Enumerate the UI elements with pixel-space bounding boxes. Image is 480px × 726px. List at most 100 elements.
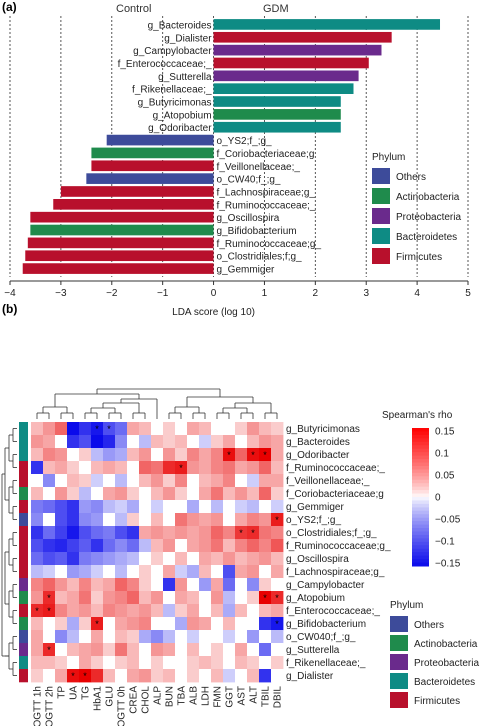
heatmap-cell xyxy=(55,604,68,618)
heatmap-cell xyxy=(79,474,92,488)
lda-bar-chart: g_Bacteroides g_Dialister g_Campylobacterf… xyxy=(4,16,471,318)
heatmap-cell xyxy=(187,578,200,592)
heatmap-row-label: o_Clostridiales;f_;g_ xyxy=(286,528,377,539)
heatmap-cell xyxy=(211,435,224,449)
x-tick-label: 3 xyxy=(363,288,369,299)
heatmap-cell xyxy=(151,487,164,501)
bar-label: f_Enterococcaceae;_ xyxy=(118,59,212,70)
legend-swatch xyxy=(390,692,408,708)
colorbar-tick-label: −0.1 xyxy=(435,537,455,548)
heatmap-column-label: ALT xyxy=(249,686,260,704)
heatmap-cell xyxy=(247,591,260,605)
heatmap-cell xyxy=(31,500,44,514)
phylum-strip-cell xyxy=(19,643,28,657)
heatmap-cell xyxy=(55,656,68,670)
heatmap-row-label: f_Rikenellaceae;_ xyxy=(286,658,366,669)
heatmap-cell xyxy=(247,656,260,670)
heatmap-cell xyxy=(103,617,116,631)
heatmap-cell xyxy=(163,669,176,683)
heatmap-cell xyxy=(259,552,272,566)
heatmap-cell xyxy=(187,500,200,514)
heatmap-cell xyxy=(247,643,260,657)
colorbar-segment xyxy=(412,434,429,439)
colorbar-segment xyxy=(412,500,429,505)
heatmap-cell xyxy=(103,656,116,670)
heatmap-cell xyxy=(259,526,272,540)
heatmap-cell xyxy=(235,487,248,501)
heatmap-cell xyxy=(31,578,44,592)
phylum-strip-cell xyxy=(19,474,28,488)
colorbar-segment xyxy=(412,538,429,543)
heatmap-cell xyxy=(103,487,116,501)
heatmap-row-label: f_Ruminococcaceae;_ xyxy=(286,463,385,474)
heatmap-cell xyxy=(115,552,128,566)
bar-label: f_Lachnospiraceae;g_ xyxy=(217,187,316,198)
heatmap-row-label: g_Gemmiger xyxy=(286,502,344,513)
heatmap-cell xyxy=(91,422,104,436)
heatmap-cell xyxy=(235,526,248,540)
heatmap-cell xyxy=(199,630,212,644)
heatmap-cell xyxy=(55,474,68,488)
heatmap-row-label: g_Sutterella xyxy=(286,645,340,656)
bar-label: g_Sutterella xyxy=(158,72,212,83)
heatmap-cell xyxy=(223,500,236,514)
bar-label: o_YS2;f_;g_ xyxy=(217,136,272,147)
heatmap-cell xyxy=(163,578,176,592)
heatmap-cell xyxy=(91,669,104,683)
heatmap-cell xyxy=(115,591,128,605)
heatmap-column-label: BUN xyxy=(165,686,176,707)
heatmap-column-label: TG xyxy=(81,686,92,700)
colorbar-segment xyxy=(412,562,429,567)
bar-label: g_Dialister xyxy=(164,33,212,44)
heatmap-cell xyxy=(247,578,260,592)
heatmap-cell xyxy=(31,513,44,527)
heatmap-cell xyxy=(31,604,44,618)
heatmap-cell xyxy=(223,630,236,644)
heatmap-cell xyxy=(31,552,44,566)
significance-star: * xyxy=(71,671,75,681)
colorbar-tick-label: 0 xyxy=(435,493,441,504)
heatmap-cell xyxy=(79,617,92,631)
x-tick-label: 0 xyxy=(211,288,217,299)
legend-label: Proteobacteria xyxy=(396,212,461,223)
legend-swatch xyxy=(390,654,408,670)
heatmap-cell xyxy=(127,474,140,488)
lda-bar xyxy=(53,199,214,210)
heatmap-column-label: CHOL xyxy=(141,686,152,714)
phylum-strip-cell xyxy=(19,448,28,462)
heatmap-cell xyxy=(271,448,284,462)
heatmap-cell xyxy=(247,435,260,449)
colorbar-segment xyxy=(412,459,429,463)
heatmap-cell xyxy=(187,643,200,657)
heatmap-row-label: g_Dialister xyxy=(286,671,334,682)
legend-title: Phylum xyxy=(372,152,405,163)
heatmap-column-label: OGTT 1h xyxy=(33,686,44,726)
lda-bar xyxy=(213,19,441,30)
heatmap-cell xyxy=(271,500,284,514)
colorbar-segment xyxy=(412,483,429,488)
heatmap-row-label: g_Butyricimonas xyxy=(286,424,360,435)
heatmap-cell xyxy=(259,461,272,475)
heatmap-cell xyxy=(43,630,56,644)
heatmap-cell xyxy=(43,474,56,488)
heatmap-cell xyxy=(223,656,236,670)
colorbar-segment xyxy=(412,441,429,446)
heatmap-cell xyxy=(151,630,164,644)
heatmap-cell xyxy=(31,617,44,631)
heatmap-cell xyxy=(235,435,248,449)
heatmap-cell xyxy=(139,617,152,631)
heatmap-cell xyxy=(175,526,188,540)
colorbar-segment xyxy=(412,514,429,519)
heatmap-cell xyxy=(115,487,128,501)
heatmap-cell xyxy=(31,669,44,683)
lda-bar xyxy=(30,224,214,236)
heatmap-row-label: g_Bifidobacterium xyxy=(286,619,366,630)
heatmap-cell xyxy=(67,435,80,449)
heatmap-cell xyxy=(151,669,164,683)
heatmap-cell xyxy=(43,513,56,527)
heatmap-cell xyxy=(271,526,284,540)
heatmap-column-label: GGT xyxy=(225,686,236,708)
heatmap-cell xyxy=(223,539,236,553)
heatmap-cell xyxy=(67,669,80,683)
heatmap-cell xyxy=(79,604,92,618)
